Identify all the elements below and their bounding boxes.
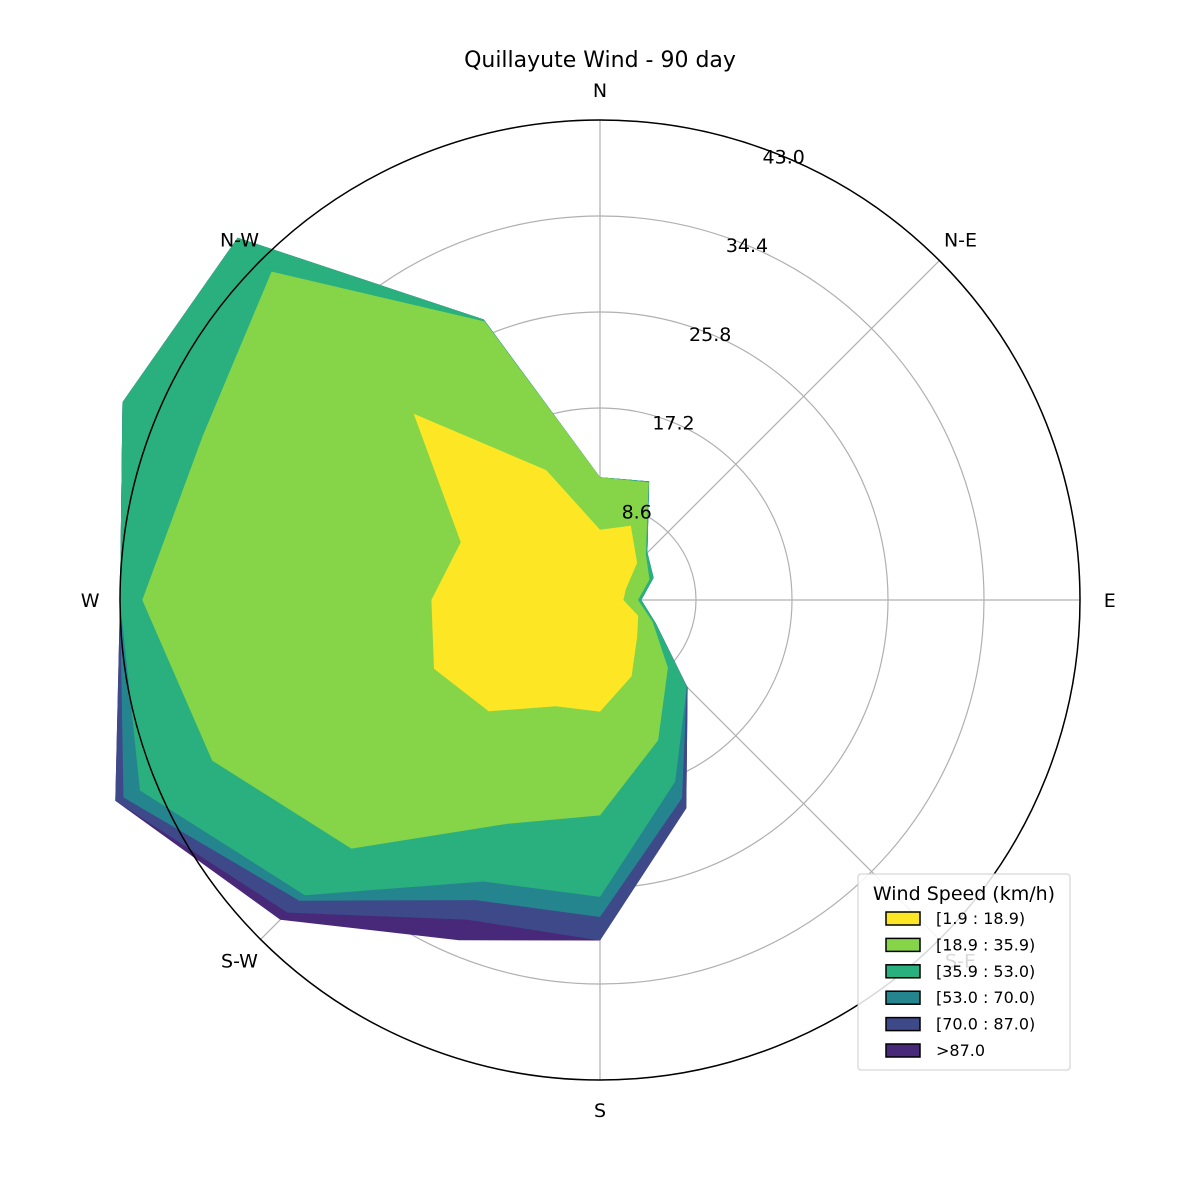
direction-label-w: W (81, 590, 100, 612)
direction-label-n-e: N-E (944, 230, 977, 252)
legend-swatch (885, 937, 921, 953)
chart-title: Quillayute Wind - 90 day (464, 48, 736, 73)
direction-label-n-w: N-W (220, 230, 259, 252)
grid-spoke-1 (599, 260, 940, 601)
legend-swatch (885, 1016, 921, 1032)
legend-swatch (885, 964, 921, 979)
legend-swatch (885, 1043, 921, 1058)
radial-tick-label: 17.2 (652, 413, 694, 435)
legend-items: [1.9 : 18.9) [18.9 : 35.9) [35.9 : 53.0) [5… (885, 909, 1035, 1060)
legend-label: [35.9 : 53.0) (936, 962, 1035, 981)
legend-title: Wind Speed (km/h) (873, 883, 1055, 905)
radial-tick-label: 8.6 (622, 501, 652, 523)
direction-label-e: E (1104, 590, 1116, 612)
legend-label: >87.0 (936, 1041, 985, 1060)
outer-circle (119, 119, 1081, 1081)
series-area-0 (413, 413, 639, 712)
legend-label: [53.0 : 70.0) (936, 988, 1035, 1007)
legend-label: [18.9 : 35.9) (936, 935, 1035, 954)
legend: Wind Speed (km/h) [1.9 : 18.9) [18.9 : 35… (857, 873, 1071, 1071)
series-layer (115, 237, 688, 941)
direction-label-s-w: S-W (221, 951, 258, 973)
direction-label-n: N (593, 80, 607, 102)
legend-swatch (885, 990, 921, 1005)
radial-tick-label: 34.4 (726, 235, 768, 257)
axis-layer (119, 119, 1081, 1081)
direction-label-s: S (594, 1100, 606, 1122)
legend-label: [1.9 : 18.9) (936, 909, 1025, 928)
legend-swatch (885, 911, 921, 926)
legend-label: [70.0 : 87.0) (936, 1015, 1035, 1034)
radial-tick-label: 25.8 (689, 324, 731, 346)
radial-tick-label: 43.0 (763, 147, 805, 169)
